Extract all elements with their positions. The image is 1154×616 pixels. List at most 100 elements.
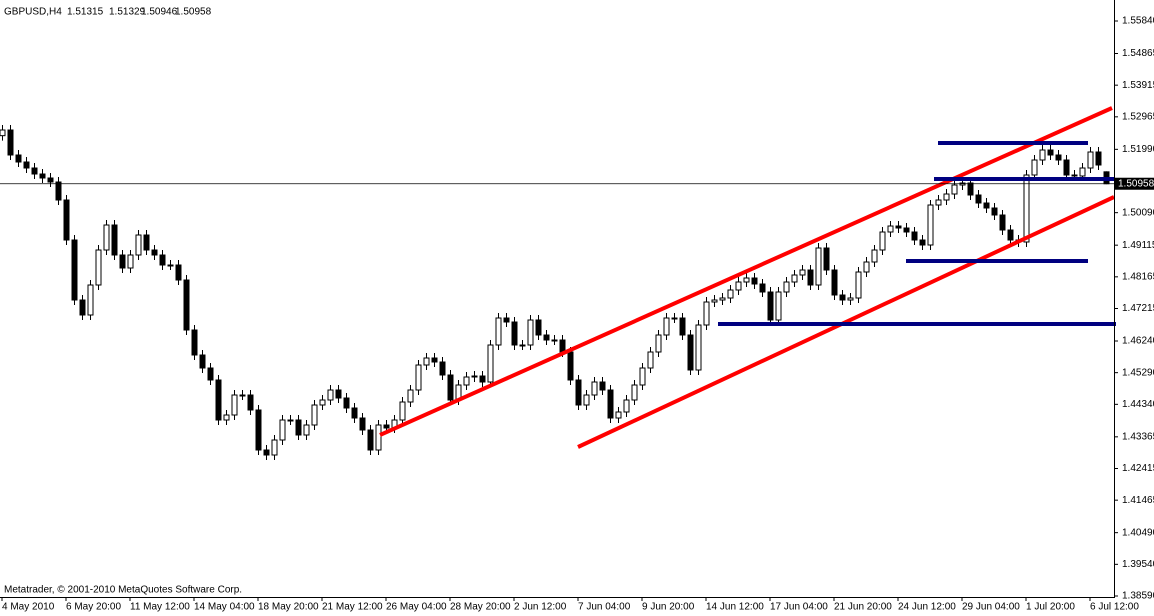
candle-body: [511, 321, 518, 346]
y-tick-label: 1.45290: [1122, 367, 1154, 378]
x-tick-label: 14 Jun 12:00: [706, 602, 764, 613]
candle-body: [991, 207, 998, 216]
y-tick-label: 1.50090: [1122, 207, 1154, 218]
candle-body: [791, 274, 798, 283]
y-tick-label: 1.52965: [1122, 111, 1154, 122]
candle-body: [535, 319, 542, 336]
candle-body: [1063, 159, 1070, 176]
candle-body: [703, 301, 710, 326]
candle-body: [1039, 149, 1046, 161]
candle-body: [783, 281, 790, 293]
candle-body: [743, 277, 750, 283]
candle-body: [911, 231, 918, 241]
trend-line: [379, 106, 1113, 437]
y-tick-label: 1.48165: [1122, 271, 1154, 282]
x-tick-label: 21 May 12:00: [322, 602, 383, 613]
candle-body: [623, 399, 630, 413]
y-tick-label: 1.47215: [1122, 303, 1154, 314]
candle-body: [407, 389, 414, 403]
candle-body: [975, 194, 982, 204]
x-tick-label: 7 Jun 04:00: [578, 602, 631, 613]
candle-body: [751, 277, 758, 285]
current-price-label: 1.50958: [1118, 178, 1154, 189]
candle-body: [895, 225, 902, 229]
candle-body: [807, 269, 814, 286]
candle-body: [663, 317, 670, 336]
candle-body: [431, 357, 438, 363]
candle-body: [711, 299, 718, 303]
candle-body: [1055, 154, 1062, 161]
candle-body: [551, 339, 558, 342]
candle-body: [943, 193, 950, 201]
candle-body: [159, 254, 166, 266]
candle-body: [727, 289, 734, 299]
candle-body: [559, 339, 566, 353]
candle-body: [855, 271, 862, 299]
candle-body: [247, 394, 254, 411]
candle-body: [919, 239, 926, 246]
x-tick-label: 1 Jul 20:00: [1026, 602, 1075, 613]
candle-body: [671, 317, 678, 320]
candle-body: [231, 394, 238, 416]
candle-body: [303, 424, 310, 436]
y-tick-label: 1.51990: [1122, 144, 1154, 155]
x-tick-label: 2 Jun 12:00: [514, 602, 567, 613]
candle-body: [239, 394, 246, 397]
candle-body: [63, 199, 70, 241]
candle-body: [863, 261, 870, 273]
candle-body: [263, 449, 270, 456]
candle-body: [887, 225, 894, 233]
candle-body: [583, 394, 590, 406]
candle-body: [903, 227, 910, 233]
candle-body: [175, 264, 182, 281]
candle-body: [327, 389, 334, 401]
candle-body: [1023, 174, 1030, 243]
candle-body: [0, 129, 6, 137]
candle-body: [47, 177, 54, 183]
y-tick-label: 1.43365: [1122, 431, 1154, 442]
y-tick-label: 1.40490: [1122, 527, 1154, 538]
candle-body: [543, 334, 550, 341]
candle-body: [871, 249, 878, 263]
candle-body: [415, 364, 422, 391]
candle-body: [95, 249, 102, 286]
plot-area: [0, 106, 1116, 460]
candle-body: [367, 429, 374, 451]
candle-body: [23, 161, 30, 169]
candle-body: [615, 411, 622, 419]
candle-body: [439, 361, 446, 376]
candle-body: [1071, 174, 1078, 177]
x-tick-label: 4 May 2010: [2, 602, 55, 613]
candle-body: [1047, 149, 1054, 156]
candle-body: [967, 182, 974, 196]
candle-body: [599, 381, 606, 391]
candle-body: [351, 407, 358, 419]
candle-body: [15, 154, 22, 163]
y-tick-label: 1.54865: [1122, 48, 1154, 59]
candle-body: [55, 181, 62, 201]
candle-body: [71, 239, 78, 301]
low-value: 1.50946: [141, 7, 178, 18]
x-tick-label: 21 Jun 20:00: [834, 602, 892, 613]
candle-body: [319, 399, 326, 406]
candle-body: [399, 401, 406, 421]
candle-body: [383, 424, 390, 429]
candle-body: [839, 294, 846, 301]
candle-body: [271, 439, 278, 456]
candle-body: [87, 284, 94, 316]
candle-body: [151, 249, 158, 256]
close-value: 1.50958: [175, 7, 212, 18]
candle-body: [7, 129, 14, 156]
candle-body: [639, 367, 646, 386]
candle-body: [1031, 159, 1038, 176]
y-tick-label: 1.55840: [1122, 16, 1154, 27]
candle-body: [759, 283, 766, 293]
y-tick-label: 1.49115: [1122, 240, 1154, 251]
candle-body: [591, 381, 598, 396]
candle-body: [503, 317, 510, 323]
y-tick-label: 1.44340: [1122, 399, 1154, 410]
candle-body: [999, 214, 1006, 231]
candle-body: [1087, 151, 1094, 169]
symbol: GBPUSD,H4: [4, 7, 62, 18]
